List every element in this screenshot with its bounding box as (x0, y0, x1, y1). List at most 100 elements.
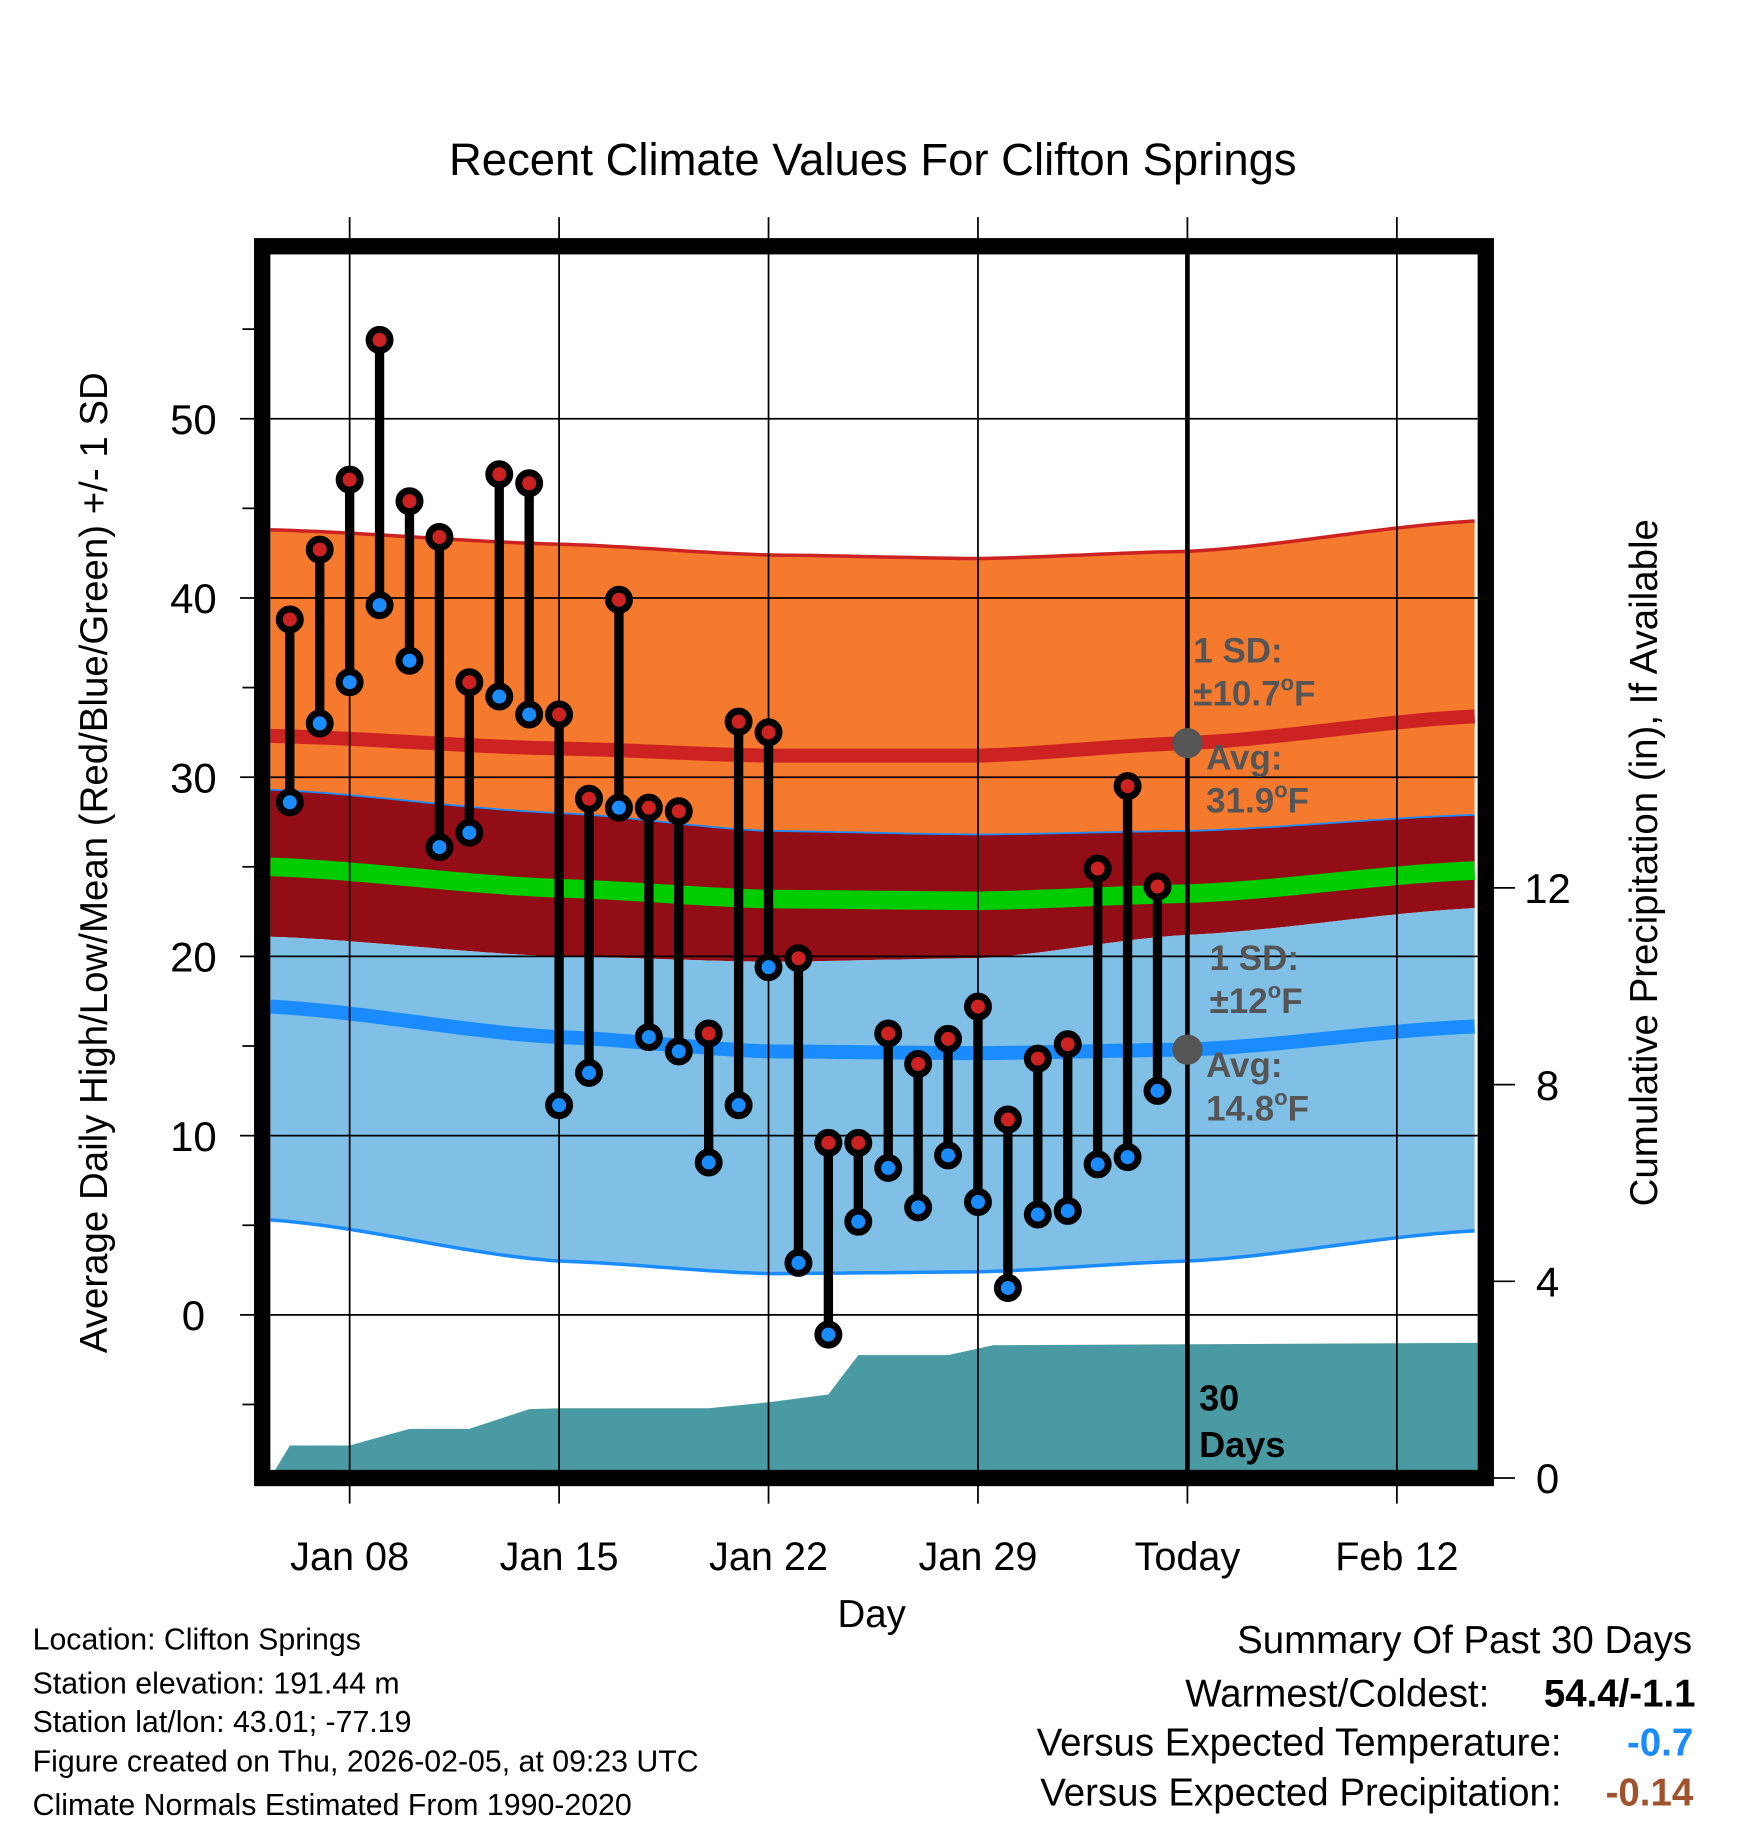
low-point (545, 1091, 574, 1120)
low-point (934, 1141, 963, 1170)
high-point (485, 460, 514, 489)
low-point (814, 1320, 843, 1349)
low-sd-annotation-value: ±12 (1210, 982, 1268, 1021)
low-avg-annotation-value: 14.8 (1206, 1089, 1274, 1128)
low-point (784, 1248, 813, 1277)
low-point (1143, 1076, 1172, 1105)
warm-cold-value: 54.4/-1.1 (1544, 1672, 1696, 1715)
high-point (844, 1128, 873, 1157)
high-point (784, 944, 813, 973)
y-tick-label: 0 (182, 1292, 205, 1339)
low-point (365, 591, 394, 620)
high-point (993, 1105, 1022, 1134)
low-point (1053, 1196, 1082, 1225)
high-sd-band (270, 521, 1475, 835)
days-label-2: Days (1199, 1424, 1285, 1465)
high-avg-annotation-unit: F (1288, 782, 1309, 821)
low-point (455, 818, 484, 847)
low-point (694, 1148, 723, 1177)
chart-title: Recent Climate Values For Clifton Spring… (449, 134, 1297, 185)
high-point (874, 1019, 903, 1048)
low-avg-annotation-unit: F (1288, 1089, 1309, 1128)
high-sd-annotation-degree: o (1281, 670, 1295, 695)
y2-tick-label: 12 (1524, 865, 1571, 912)
precip-value: -0.14 (1606, 1771, 1694, 1814)
low-point (1083, 1150, 1112, 1179)
mean-line (269, 857, 1476, 911)
temp-label: Versus Expected Temperature: (1037, 1721, 1562, 1764)
high-point (1053, 1030, 1082, 1059)
low-point (963, 1187, 992, 1216)
days-label-1: 30 (1199, 1377, 1239, 1418)
low-sd-annotation-line2: ±12oF (1210, 978, 1303, 1021)
elevation-text: Station elevation: 191.44 m (33, 1668, 400, 1701)
overlap-band (270, 789, 1475, 962)
high-avg-annotation-line1: Avg: (1206, 738, 1282, 777)
low-avg-annotation-line2: 14.8oF (1206, 1085, 1309, 1128)
high-sd-annotation-line1: 1 SD: (1193, 631, 1282, 670)
high-point (1143, 872, 1172, 901)
x-tick-label: Today (1135, 1535, 1241, 1579)
high-point (604, 585, 633, 614)
high-point (365, 325, 394, 354)
high-avg-annotation-line2: 31.9oF (1206, 777, 1309, 820)
today-low-avg-marker (1172, 1034, 1203, 1065)
y-tick-label: 50 (170, 396, 217, 443)
high-point (305, 535, 334, 564)
low-sd-annotation-degree: o (1268, 978, 1282, 1003)
x-tick-label: Jan 15 (500, 1535, 619, 1579)
high-point (814, 1128, 843, 1157)
low-point (634, 1023, 663, 1052)
normals-text: Climate Normals Estimated From 1990-2020 (33, 1789, 632, 1822)
low-point (844, 1207, 873, 1236)
x-tick-label: Jan 08 (290, 1535, 409, 1579)
latlon-text: Station lat/lon: 43.01; -77.19 (33, 1706, 412, 1739)
high-point (664, 797, 693, 826)
low-avg-line (270, 999, 1475, 1061)
low-avg-annotation-line1: Avg: (1206, 1046, 1282, 1085)
low-point (425, 833, 454, 862)
high-point (1083, 854, 1112, 883)
location-text: Location: Clifton Springs (33, 1623, 361, 1656)
high-point (724, 707, 753, 736)
high-plus-sd-line (270, 519, 1475, 561)
high-point (1023, 1044, 1052, 1073)
low-avg-annotation-degree: o (1274, 1085, 1288, 1110)
y-axis-label: Average Daily High/Low/Mean (Red/Blue/Gr… (73, 372, 116, 1353)
precip-label: Versus Expected Precipitation: (1040, 1771, 1561, 1814)
low-sd-annotation-unit: F (1281, 982, 1302, 1021)
x-tick-label: Jan 22 (709, 1535, 828, 1579)
high-point (934, 1024, 963, 1053)
y2-axis-label: Cumulative Precipitation (in), If Availa… (1623, 519, 1666, 1206)
low-point (395, 646, 424, 675)
high-point (425, 523, 454, 552)
low-point (275, 788, 304, 817)
low-point (515, 700, 544, 729)
high-point (1113, 772, 1142, 801)
low-point (874, 1153, 903, 1182)
x-axis-label: Day (837, 1593, 906, 1636)
low-point (604, 793, 633, 822)
y-tick-label: 40 (170, 575, 217, 622)
y-tick-label: 20 (170, 934, 217, 981)
low-sd-annotation-line1: 1 SD: (1210, 939, 1299, 978)
high-point (754, 718, 783, 747)
low-point (904, 1193, 933, 1222)
low-point (335, 668, 364, 697)
warm-cold-label: Warmest/Coldest: (1185, 1672, 1489, 1715)
high-point (275, 605, 304, 634)
high-avg-annotation-value: 31.9 (1206, 782, 1274, 821)
high-point (575, 784, 603, 813)
high-point (963, 992, 992, 1021)
station-info: Location: Clifton Springs Station elevat… (33, 1623, 699, 1821)
high-point (455, 668, 484, 697)
y2-tick-label: 0 (1536, 1455, 1559, 1502)
low-point (1023, 1200, 1052, 1229)
high-point (395, 487, 424, 516)
low-point (724, 1091, 753, 1120)
created-text: Figure created on Thu, 2026-02-05, at 09… (33, 1746, 699, 1779)
high-point (904, 1049, 933, 1078)
low-sd-band (270, 908, 1475, 1274)
low-minus-sd-line (270, 1218, 1475, 1276)
